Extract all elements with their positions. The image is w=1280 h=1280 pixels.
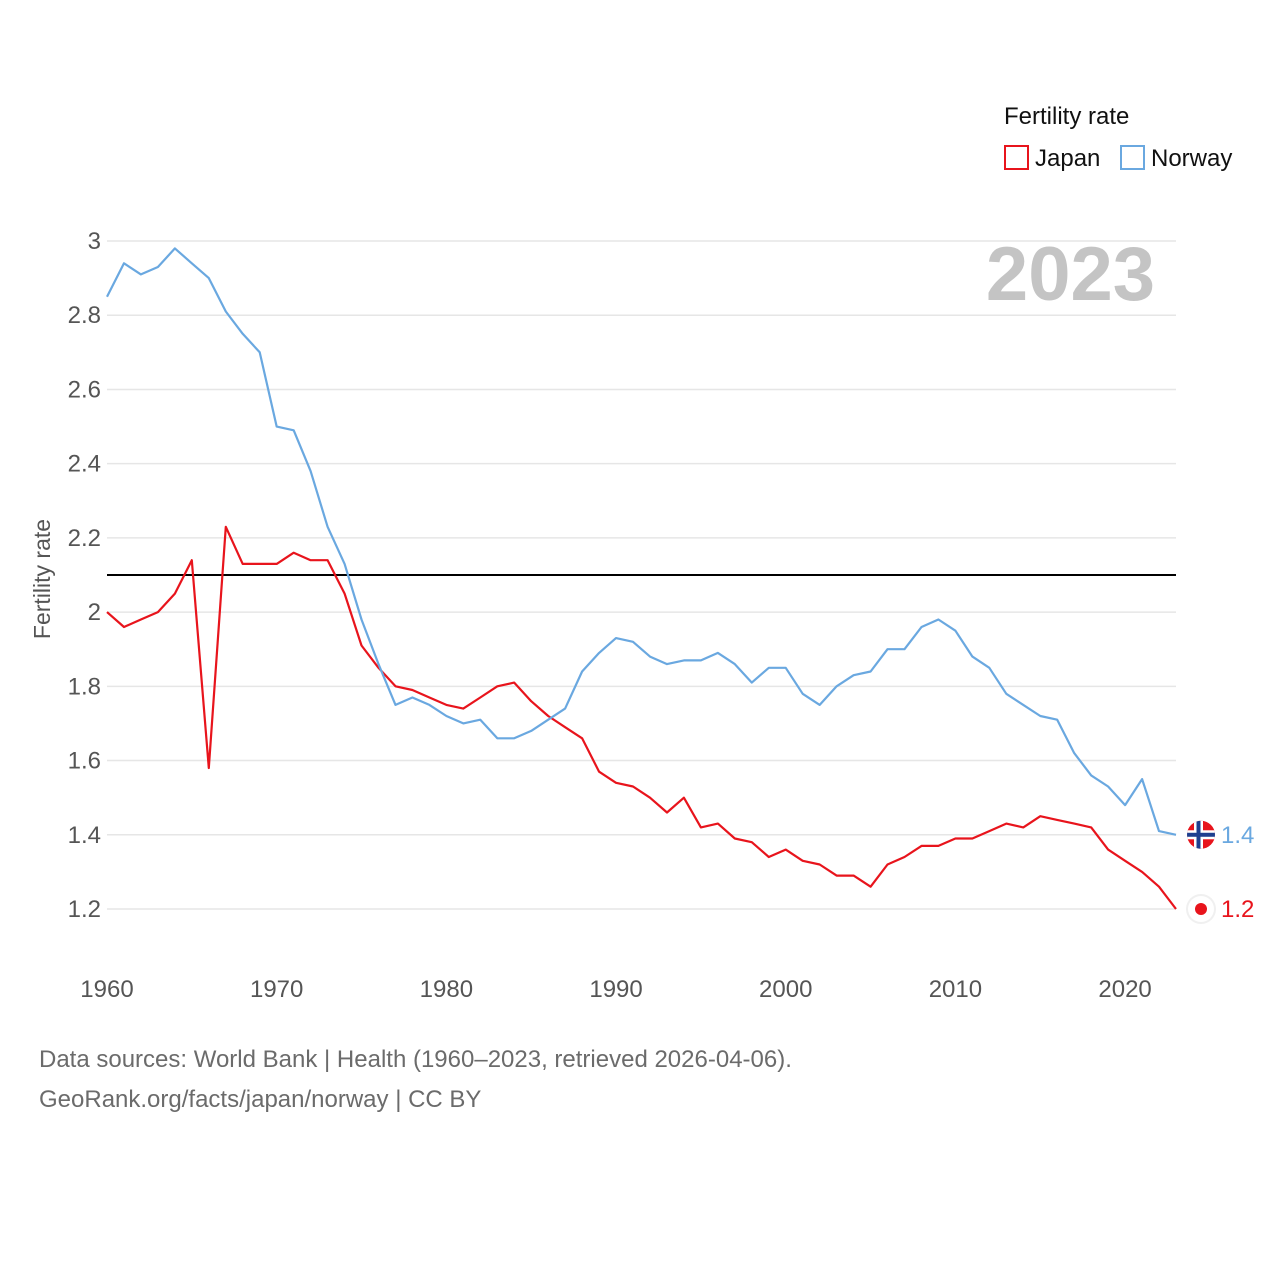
y-tick-label: 1.4: [68, 822, 101, 849]
series-line-norway[interactable]: [106, 247, 1177, 836]
x-tick-label: 1970: [250, 976, 303, 1003]
y-axis-ticks: 1.2 1.4 1.6 1.8 2 2.2 2.4 2.6 2.8 3: [68, 228, 101, 923]
current-year-label: 2023: [986, 232, 1155, 317]
y-tick-label: 2.8: [68, 302, 101, 329]
y-tick-label: 2.2: [68, 525, 101, 552]
source-note: Data sources: World Bank | Health (1960–…: [39, 1046, 792, 1073]
gridlines: [107, 240, 1176, 910]
end-value-japan: 1.2: [1221, 896, 1254, 923]
series-line-japan[interactable]: [106, 525, 1177, 910]
x-tick-label: 1980: [420, 976, 473, 1003]
source-link[interactable]: GeoRank.org/facts/japan/norway | CC BY: [39, 1086, 482, 1113]
y-tick-label: 1.2: [68, 896, 101, 923]
y-tick-label: 2.4: [68, 451, 101, 478]
legend-label-japan[interactable]: Japan: [1035, 145, 1100, 172]
series-lines: [106, 247, 1177, 910]
legend: Fertility rate Japan Norway: [1004, 103, 1232, 172]
x-tick-label: 2020: [1098, 976, 1151, 1003]
japan-flag-icon: [1186, 894, 1216, 924]
y-tick-label: 2.6: [68, 376, 101, 403]
legend-label-norway[interactable]: Norway: [1151, 145, 1232, 172]
legend-swatch-japan[interactable]: [1004, 145, 1029, 170]
legend-swatch-norway[interactable]: [1120, 145, 1145, 170]
legend-title: Fertility rate: [1004, 103, 1129, 130]
y-axis-label: Fertility rate: [29, 519, 55, 639]
y-tick-label: 1.6: [68, 748, 101, 775]
y-tick-label: 2: [88, 599, 101, 626]
x-tick-label: 1990: [589, 976, 642, 1003]
y-tick-label: 1.8: [68, 673, 101, 700]
y-tick-label: 3: [88, 228, 101, 255]
norway-flag-icon: [1187, 820, 1215, 849]
x-tick-label: 2000: [759, 976, 812, 1003]
x-tick-label: 2010: [929, 976, 982, 1003]
end-value-norway: 1.4: [1221, 822, 1254, 849]
x-tick-label: 1960: [80, 976, 133, 1003]
x-axis-ticks: 1960 1970 1980 1990 2000 2010 2020: [80, 976, 1151, 1003]
end-markers: 1.2 1.4: [1186, 820, 1254, 924]
